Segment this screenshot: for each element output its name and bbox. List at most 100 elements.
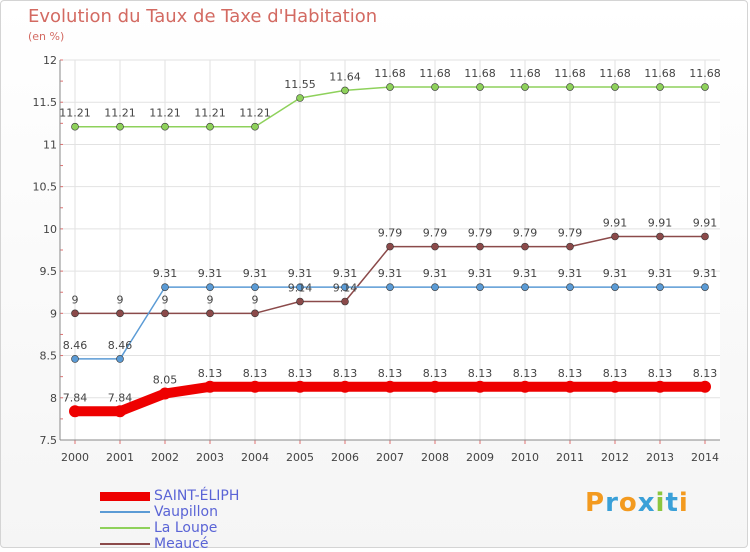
data-point <box>521 83 529 91</box>
data-point <box>429 380 441 393</box>
data-label: 11.68 <box>644 67 676 80</box>
y-tick-label: 9 <box>50 307 57 320</box>
data-label: 9.79 <box>468 227 493 240</box>
x-tick-label: 2011 <box>556 451 584 464</box>
x-tick-label: 2003 <box>196 451 224 464</box>
data-point <box>116 355 124 363</box>
data-label: 9 <box>162 293 169 306</box>
data-label: 11.21 <box>194 107 226 120</box>
data-point <box>251 309 259 318</box>
data-label: 9.79 <box>378 227 403 240</box>
data-label: 11.68 <box>554 67 586 80</box>
data-point <box>296 297 304 306</box>
data-point <box>474 380 486 393</box>
data-label: 9 <box>72 293 79 306</box>
data-point <box>611 232 619 241</box>
data-label: 9.79 <box>423 227 448 240</box>
chart-subtitle: (en %) <box>28 30 65 43</box>
y-tick-label: 9.5 <box>40 265 58 278</box>
data-label: 9.31 <box>288 267 313 280</box>
data-point <box>564 380 576 393</box>
data-point <box>386 83 394 91</box>
data-label: 9.14 <box>333 282 358 295</box>
data-point <box>386 283 394 291</box>
y-tick-label: 8 <box>50 392 57 405</box>
data-label: 9.31 <box>333 267 358 280</box>
data-point <box>204 380 216 393</box>
data-labels: 7.84 7.84 8.05 8.13 8.13 8.13 8.13 8.13 8.13 8.13… <box>59 67 721 404</box>
data-label: 9.14 <box>288 282 313 295</box>
data-point <box>161 309 169 318</box>
data-point <box>701 283 709 291</box>
data-point <box>294 380 306 393</box>
series-group <box>69 83 711 418</box>
legend-item: Meaucé <box>100 536 239 552</box>
data-point <box>521 283 529 291</box>
data-point <box>384 380 396 393</box>
data-label: 11.68 <box>464 67 496 80</box>
x-tick-label: 2010 <box>511 451 539 464</box>
data-label: 11.21 <box>149 107 181 120</box>
data-point <box>566 242 574 251</box>
data-point <box>69 405 81 418</box>
data-label: 9.31 <box>378 267 403 280</box>
data-label: 11.21 <box>59 107 91 120</box>
data-label: 9 <box>252 293 259 306</box>
data-label: 8.13 <box>468 367 493 380</box>
x-tick-label: 2000 <box>61 451 89 464</box>
data-point <box>339 380 351 393</box>
data-point <box>71 309 79 318</box>
data-point <box>251 122 259 131</box>
y-tick-label: 11 <box>43 138 57 151</box>
data-point <box>701 83 709 91</box>
data-label: 8.13 <box>333 367 358 380</box>
legend-item: SAINT-ÉLIPH <box>100 488 239 504</box>
data-label: 9.79 <box>558 227 583 240</box>
data-point <box>476 242 484 251</box>
y-tick-label: 10.5 <box>33 181 58 194</box>
data-point <box>431 242 439 251</box>
logo-letter: i <box>655 488 666 518</box>
data-point <box>206 122 214 131</box>
data-point <box>656 283 664 291</box>
data-point <box>701 232 709 241</box>
data-label: 8.46 <box>63 339 88 352</box>
data-point <box>161 122 169 131</box>
data-point <box>476 283 484 291</box>
data-point <box>566 283 574 291</box>
data-point <box>519 380 531 393</box>
data-point <box>386 242 394 251</box>
data-label: 9.91 <box>603 216 628 229</box>
data-label: 11.68 <box>689 67 721 80</box>
data-label: 9.31 <box>198 267 223 280</box>
x-tick-label: 2004 <box>241 451 269 464</box>
data-point <box>654 380 666 393</box>
data-point <box>251 283 259 291</box>
x-tick-label: 2009 <box>466 451 494 464</box>
data-point <box>699 380 711 393</box>
data-label: 9.31 <box>153 267 178 280</box>
legend-swatch <box>100 543 150 545</box>
axes: 7.5 8 8.5 9 9.5 10 10.5 11 11.5 12 2000 2001 2002 200… <box>33 54 720 464</box>
data-label: 9.91 <box>648 216 673 229</box>
logo-letter: x <box>637 488 656 518</box>
data-point <box>341 283 349 291</box>
x-tick-label: 2001 <box>106 451 134 464</box>
data-label: 9.31 <box>468 267 493 280</box>
data-label: 8.46 <box>108 339 133 352</box>
data-label: 8.05 <box>153 374 178 387</box>
data-label: 11.64 <box>329 70 361 83</box>
data-point <box>476 83 484 91</box>
logo-letter: i <box>678 488 689 518</box>
x-tick-label: 2008 <box>421 451 449 464</box>
data-label: 8.13 <box>378 367 403 380</box>
legend-label: La Loupe <box>154 520 218 536</box>
chart-title: Evolution du Taux de Taxe d'Habitation <box>28 6 378 27</box>
logo-letter: o <box>618 488 638 518</box>
data-point <box>611 283 619 291</box>
legend-item: Vaupillon <box>100 504 239 520</box>
data-label: 7.84 <box>63 391 88 404</box>
legend-label: SAINT-ÉLIPH <box>154 488 240 504</box>
x-tick-label: 2002 <box>151 451 179 464</box>
data-label: 11.21 <box>239 107 271 120</box>
